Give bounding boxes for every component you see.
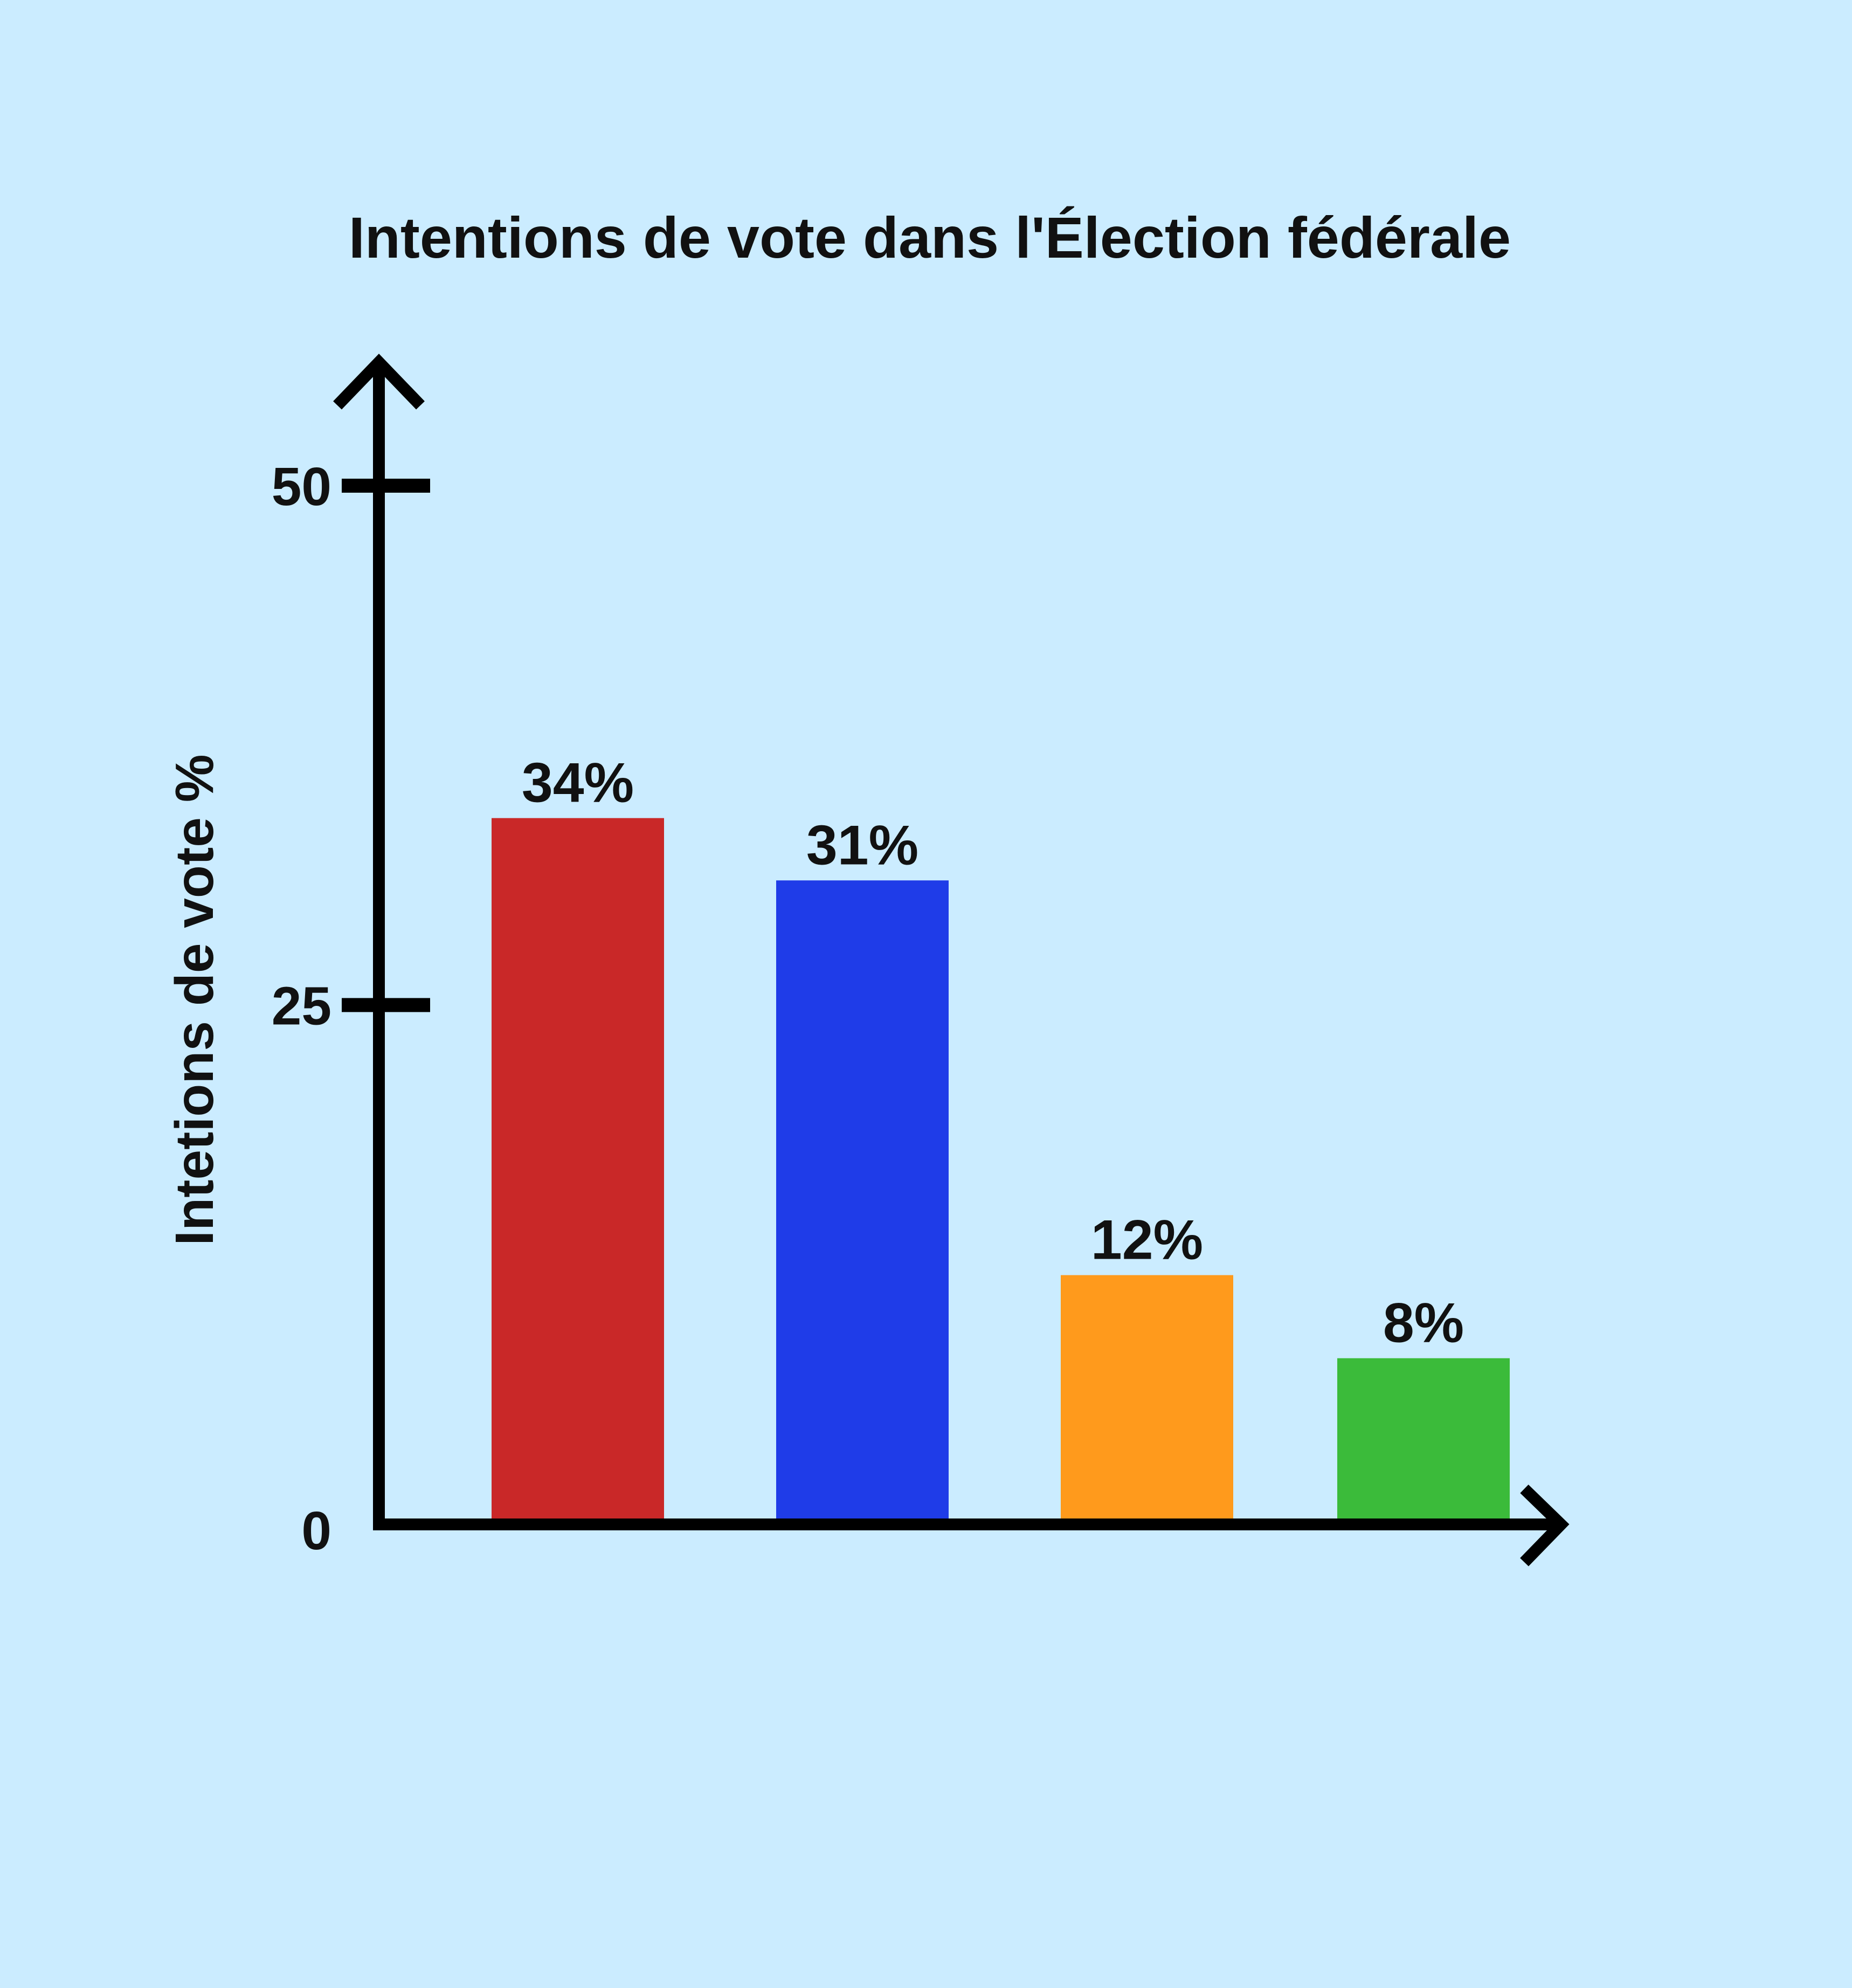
bar-value-label: 31% — [806, 814, 918, 876]
y-axis-label: Intetions de vote % — [164, 754, 225, 1245]
bar-value-label: 34% — [522, 752, 634, 814]
bar — [1337, 1358, 1510, 1518]
x-axis — [373, 1485, 1570, 1566]
value-labels-group: 34% 31% 12% 8% — [522, 752, 1464, 1355]
bar-value-label: 8% — [1383, 1292, 1464, 1355]
y-tick-label: 50 — [272, 457, 331, 517]
bar — [776, 880, 949, 1518]
x-axis-arrowhead — [1520, 1485, 1570, 1566]
y-axis-ticks: 0 25 50 — [272, 457, 430, 1561]
bar — [492, 818, 664, 1518]
y-axis-arrowhead — [333, 354, 425, 410]
y-axis — [333, 354, 425, 1524]
bars-group — [492, 818, 1510, 1518]
y-tick-label: 0 — [301, 1501, 331, 1561]
y-tick-label: 25 — [272, 976, 331, 1037]
bar-value-label: 12% — [1091, 1209, 1203, 1272]
chart-title: Intentions de vote dans l'Élection fédér… — [349, 205, 1511, 270]
bar — [1061, 1275, 1233, 1518]
